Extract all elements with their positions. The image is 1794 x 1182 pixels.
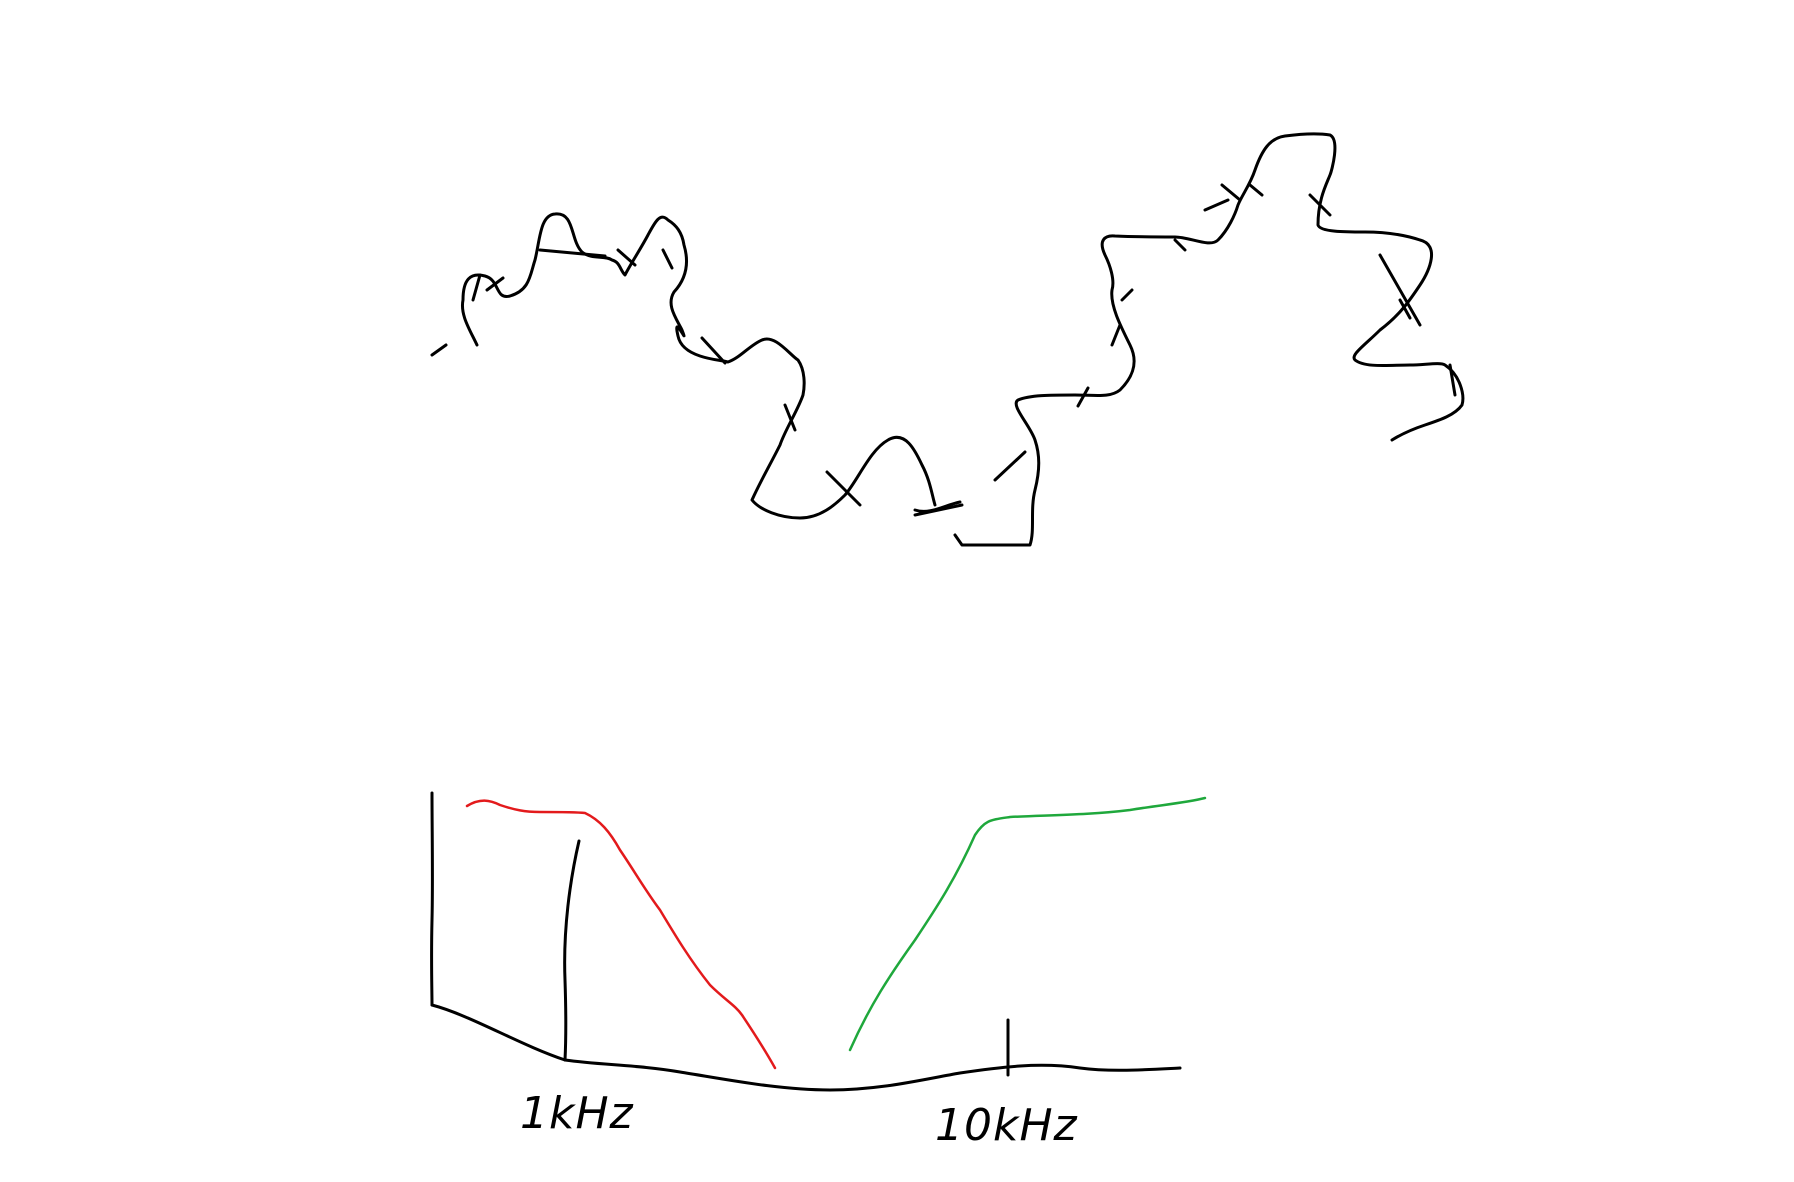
tick-label-10khz: 10kHz — [935, 1100, 1078, 1151]
highpass-curve — [848, 796, 1207, 1052]
frequency-response-diagram: 1kHz 10kHz — [430, 791, 1207, 1151]
cutoff-line-1khz — [563, 839, 581, 1062]
x-axis — [430, 1003, 1182, 1092]
signal-waveform — [430, 132, 1465, 547]
signal-waveform-curve — [430, 132, 1465, 547]
zero-crossing-marks — [471, 183, 1457, 517]
tick-label-1khz: 1kHz — [520, 1088, 634, 1139]
y-axis — [430, 791, 434, 1007]
lowpass-curve — [465, 799, 777, 1070]
